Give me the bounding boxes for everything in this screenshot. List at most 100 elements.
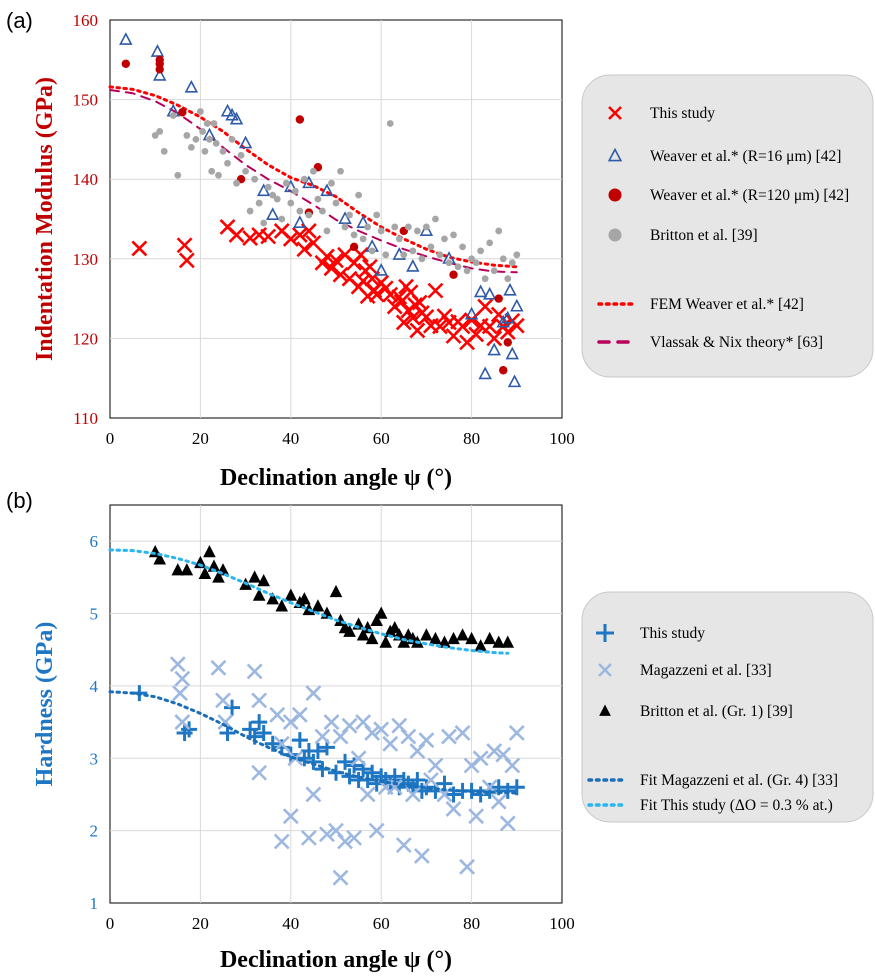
data-point: [483, 631, 496, 645]
data-point: [174, 670, 191, 687]
data-point: [477, 298, 494, 315]
y-tick-label: 4: [90, 677, 99, 696]
data-point: [273, 833, 290, 850]
data-point: [176, 237, 193, 254]
legend-label: Magazzeni et al. [33]: [640, 662, 772, 679]
data-point: [255, 199, 263, 207]
data-point: [508, 725, 525, 741]
data-point: [477, 247, 485, 255]
data-point: [309, 743, 326, 760]
legend-label: Vlassak & Nix theory* [63]: [650, 334, 823, 351]
y-tick-label: 5: [90, 605, 99, 624]
data-point: [499, 366, 508, 375]
data-point: [251, 692, 268, 709]
data-point: [508, 779, 525, 796]
x-tick-label: 80: [463, 914, 480, 933]
data-point: [341, 717, 358, 734]
data-point: [291, 187, 299, 195]
data-point: [273, 195, 281, 203]
data-point: [257, 573, 270, 587]
legend-marker: [598, 663, 612, 677]
data-point: [323, 260, 340, 277]
data-point: [269, 706, 286, 723]
data-point: [187, 143, 195, 151]
data-point: [487, 342, 501, 356]
data-point: [206, 136, 213, 143]
data-point: [251, 175, 259, 183]
data-point: [293, 215, 307, 228]
y-tick-label: 140: [73, 170, 99, 189]
data-point: [150, 44, 165, 57]
data-point: [251, 764, 268, 781]
data-point: [181, 721, 198, 738]
data-point: [252, 588, 266, 601]
legend-marker: [608, 228, 622, 242]
data-point: [219, 724, 236, 741]
data-point: [359, 235, 367, 243]
data-point: [368, 822, 385, 839]
data-point: [197, 108, 204, 115]
data-point: [121, 59, 131, 68]
data-point: [174, 714, 191, 731]
data-point: [287, 199, 295, 207]
data-point: [300, 829, 317, 846]
data-point: [305, 211, 313, 219]
legend-label: Fit This study (ΔO = 0.3 % at.): [640, 797, 833, 814]
x-tick-label: 60: [373, 429, 390, 448]
data-point: [464, 306, 479, 320]
data-point: [319, 207, 326, 215]
data-point: [310, 167, 317, 175]
x-axis-label-a: Declination angle ψ (°): [220, 465, 452, 491]
data-point: [349, 242, 359, 252]
data-point: [207, 559, 221, 572]
data-point: [225, 107, 239, 121]
data-point: [255, 724, 272, 741]
data-point: [284, 588, 298, 601]
data-point: [248, 570, 261, 583]
data-point: [413, 848, 430, 864]
data-point: [374, 606, 388, 619]
data-point: [346, 829, 362, 846]
data-point: [184, 79, 199, 93]
data-point: [224, 159, 231, 167]
data-point: [454, 318, 471, 335]
legend-label: Weaver et al.* (R=16 μm) [42]: [650, 148, 841, 165]
data-point: [151, 132, 159, 139]
data-point: [361, 258, 378, 275]
data-point: [291, 227, 308, 243]
data-point: [368, 247, 376, 255]
data-point: [499, 782, 516, 799]
data-point: [212, 570, 225, 583]
data-point: [496, 314, 510, 328]
data-point: [332, 199, 340, 207]
data-point: [295, 115, 305, 124]
data-point: [264, 183, 272, 191]
data-point: [296, 207, 304, 215]
data-point: [395, 837, 412, 854]
data-point: [343, 624, 356, 637]
data-point: [242, 167, 250, 175]
data-point: [171, 563, 185, 576]
data-point: [237, 151, 245, 159]
data-point: [282, 808, 299, 825]
data-point: [337, 753, 354, 770]
data-point: [447, 631, 460, 645]
data-point: [311, 599, 325, 612]
data-point: [449, 270, 458, 279]
data-point: [391, 223, 399, 231]
data-point: [445, 259, 453, 267]
data-point: [346, 211, 353, 219]
data-point: [478, 366, 492, 380]
data-point: [284, 179, 298, 193]
data-point: [427, 757, 444, 774]
data-point: [219, 147, 227, 155]
y-tick-label: 6: [90, 532, 99, 551]
data-point: [490, 267, 498, 275]
data-point: [229, 111, 244, 125]
data-point: [153, 552, 167, 565]
legend-marker: [608, 188, 622, 202]
data-point: [119, 32, 133, 45]
data-point: [441, 235, 448, 243]
data-point: [382, 735, 399, 752]
